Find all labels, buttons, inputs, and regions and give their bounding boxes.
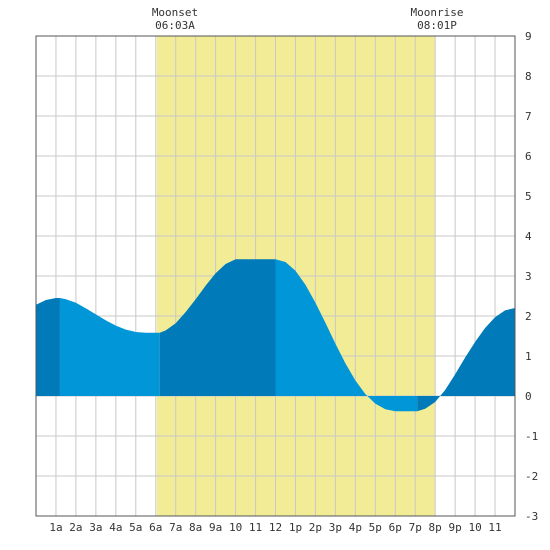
- x-tick-label: 8p: [429, 521, 442, 534]
- x-axis-tick-labels: 1a 2a 3a 4a 5a 6a 7a 8a 9a 10 11 12 1p 2p 3p 4p 5p 6p 7p 8p…: [49, 521, 501, 534]
- y-tick-label: -2: [525, 470, 538, 483]
- x-tick-label: 12: [269, 521, 282, 534]
- x-tick-label: 11: [488, 521, 501, 534]
- moonrise-label: Moonrise: [411, 6, 464, 19]
- plot-frame: [35, 35, 516, 517]
- x-tick-label: 11: [249, 521, 262, 534]
- y-tick-label: 0: [525, 390, 532, 403]
- y-tick-label: -3: [525, 510, 538, 523]
- moonrise-time: 08:01P: [417, 19, 457, 32]
- x-tick-label: 7p: [409, 521, 422, 534]
- moonset-time: 06:03A: [155, 19, 195, 32]
- tide-segment: [36, 298, 60, 396]
- x-tick-label: 10: [468, 521, 481, 534]
- x-tick-label: 10: [229, 521, 242, 534]
- x-tick-label: 3a: [89, 521, 102, 534]
- y-tick-label: 4: [525, 230, 532, 243]
- y-tick-label: 2: [525, 310, 532, 323]
- y-tick-label: 3: [525, 270, 532, 283]
- x-tick-label: 2p: [309, 521, 322, 534]
- x-tick-label: 1a: [49, 521, 62, 534]
- y-tick-label: 1: [525, 350, 532, 363]
- x-tick-label: 4p: [349, 521, 362, 534]
- moonset-label: Moonset: [152, 6, 198, 19]
- x-tick-label: 8a: [189, 521, 202, 534]
- y-tick-label: 8: [525, 70, 532, 83]
- x-tick-label: 7a: [169, 521, 182, 534]
- x-tick-label: 6a: [149, 521, 162, 534]
- x-tick-label: 3p: [329, 521, 342, 534]
- y-axis-tick-labels: -3 -2 -1 0 1 2 3 4 5 6 7 8 9: [525, 30, 538, 523]
- y-tick-label: 7: [525, 110, 532, 123]
- x-tick-label: 5p: [369, 521, 382, 534]
- x-tick-label: 9p: [449, 521, 462, 534]
- tide-segment: [417, 308, 515, 412]
- x-tick-label: 4a: [109, 521, 122, 534]
- y-tick-label: 5: [525, 190, 532, 203]
- tide-segment: [275, 259, 418, 412]
- y-tick-label: -1: [525, 430, 538, 443]
- x-tick-label: 6p: [389, 521, 402, 534]
- tide-area-series: [36, 259, 515, 412]
- x-tick-label: 2a: [69, 521, 82, 534]
- x-tick-label: 9a: [209, 521, 222, 534]
- x-tick-label: 1p: [289, 521, 302, 534]
- y-tick-label: 9: [525, 30, 532, 43]
- y-tick-label: 6: [525, 150, 532, 163]
- tide-segment: [59, 298, 160, 396]
- tide-segment: [159, 259, 276, 396]
- x-tick-label: 5a: [129, 521, 142, 534]
